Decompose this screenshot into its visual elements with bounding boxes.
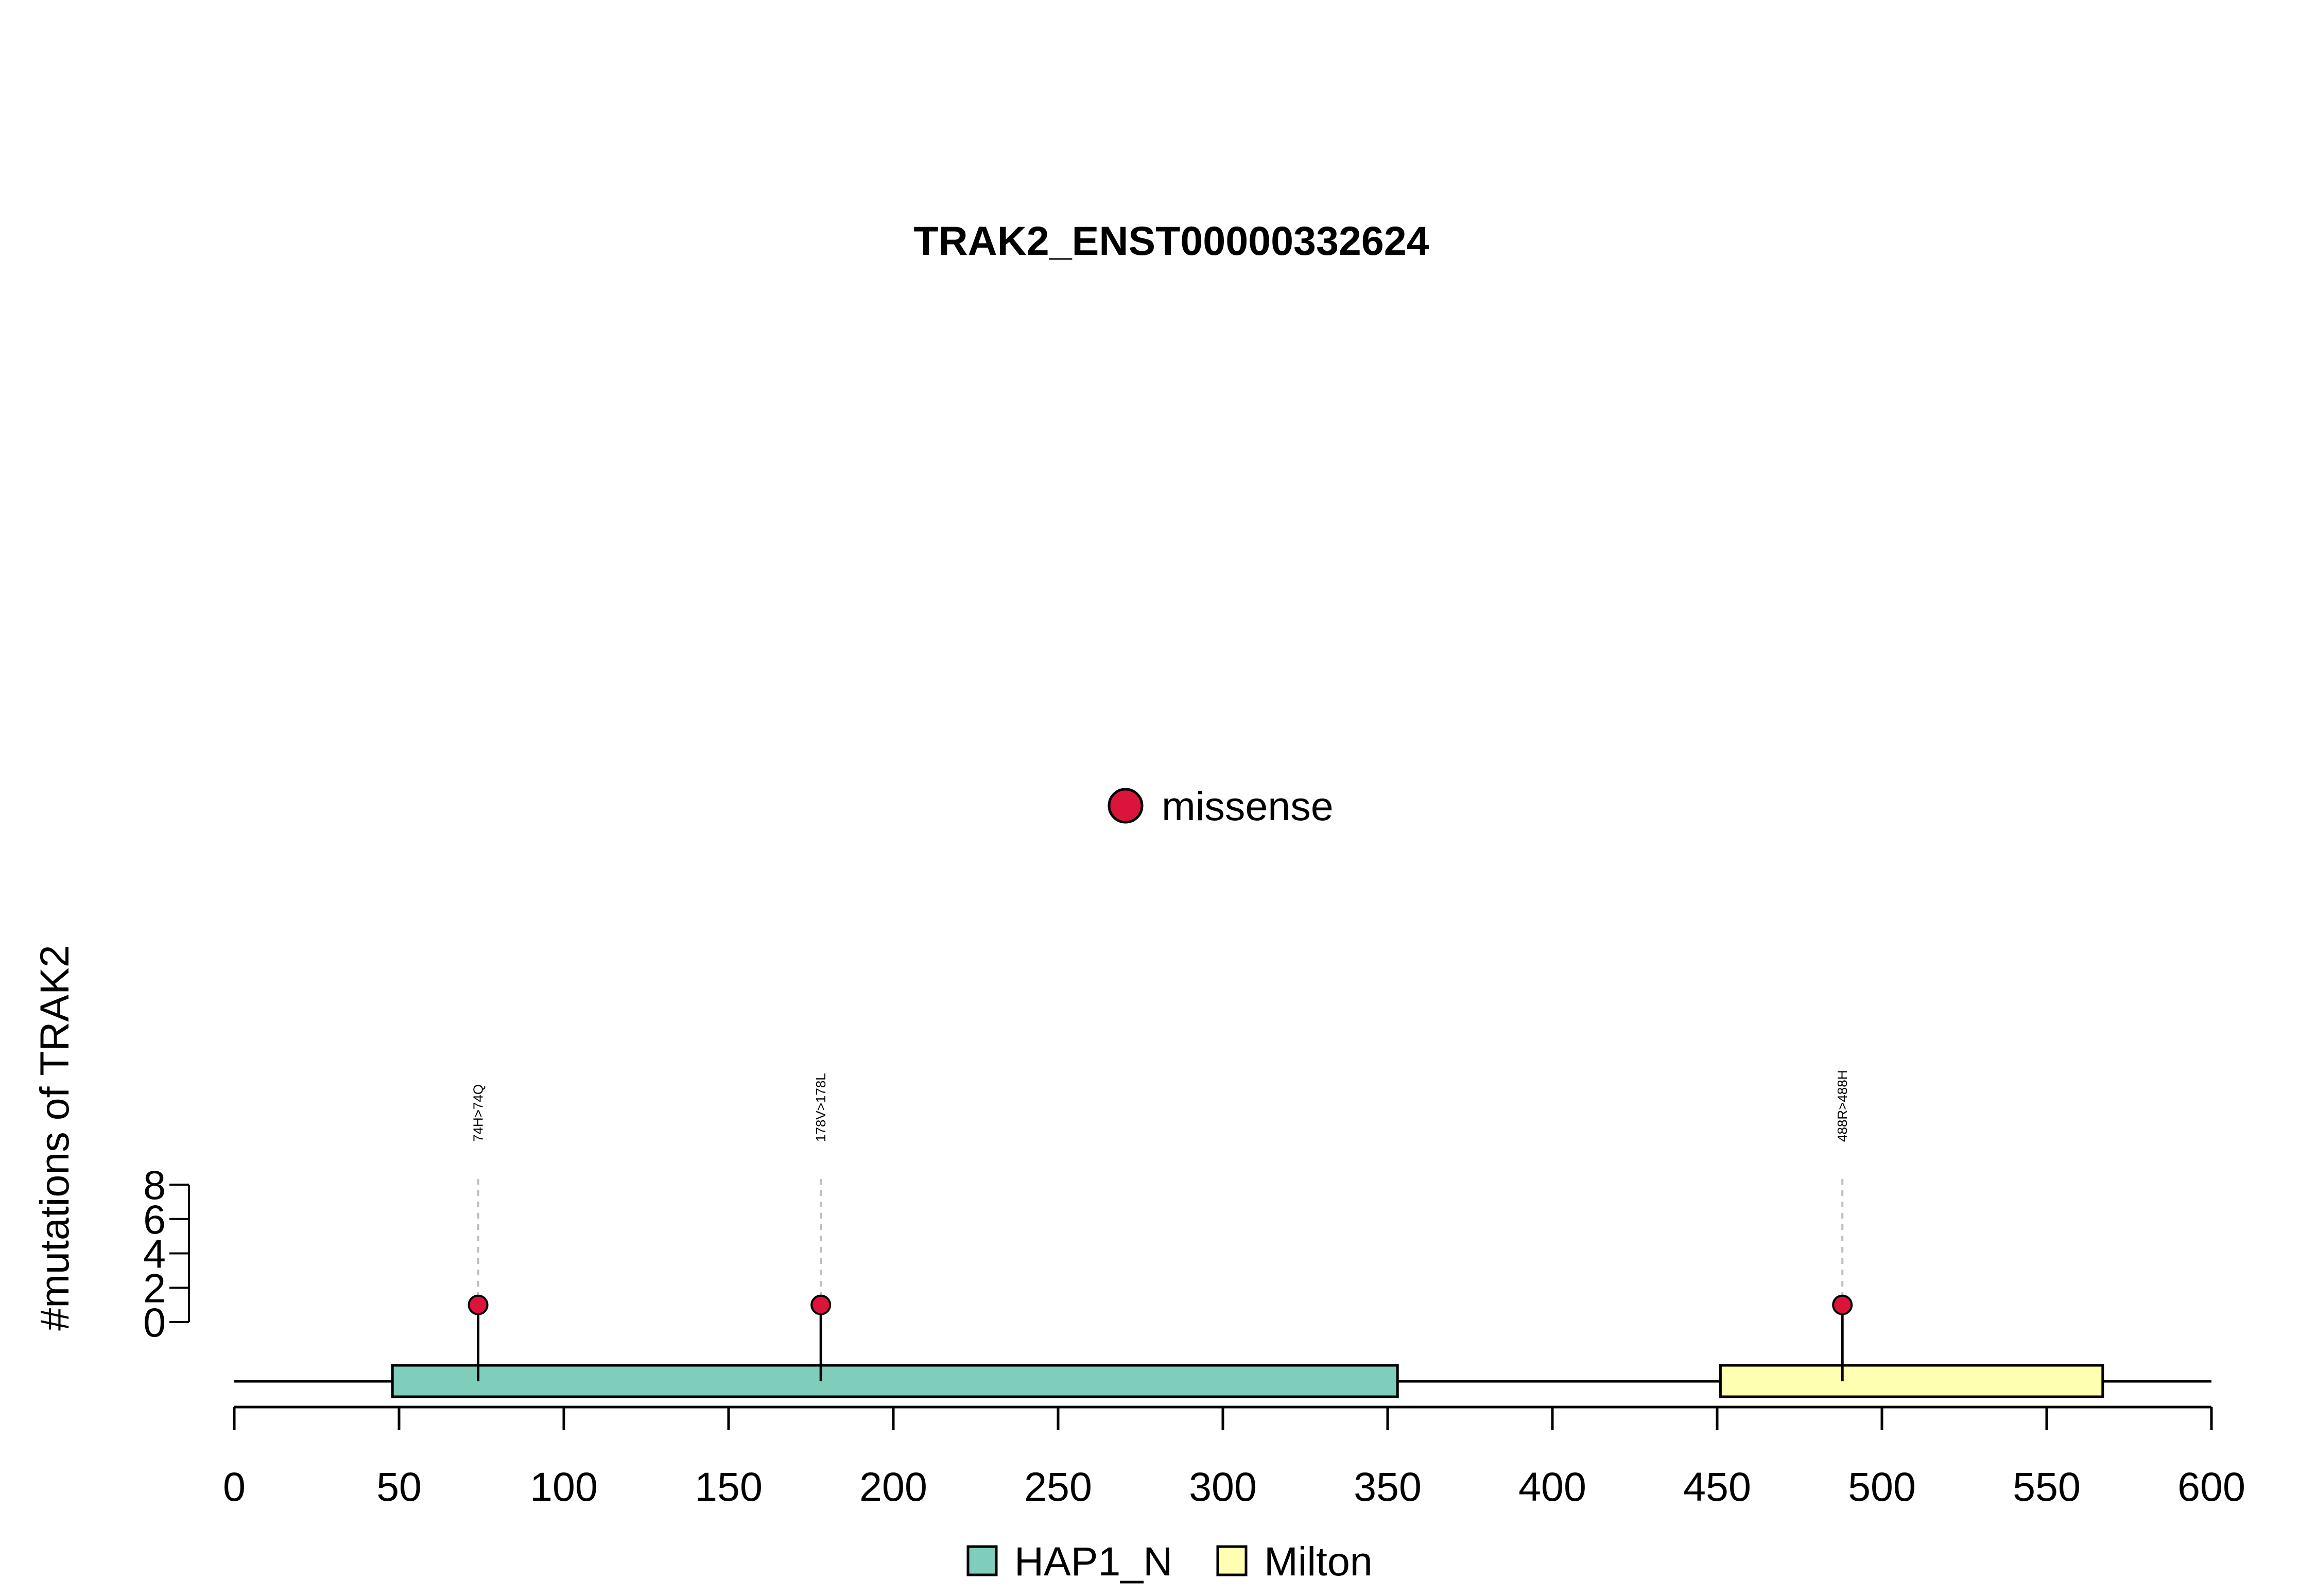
x-tick-label: 450 (1683, 1464, 1751, 1510)
mutation-legend: missense (1108, 783, 1334, 829)
y-tick-label: 6 (143, 1196, 166, 1242)
y-tick-label: 2 (143, 1265, 166, 1311)
domain-milton (1719, 1364, 2104, 1398)
legend-swatch-hap1-n (966, 1545, 998, 1576)
mutation-label: 488R>488H (1835, 1070, 1850, 1142)
chart-title: TRAK2_ENST00000332624 (913, 218, 1429, 264)
x-tick-label: 350 (1354, 1464, 1422, 1510)
legend-label-hap1-n: HAP1_N (1014, 1538, 1172, 1584)
y-tick-label: 0 (143, 1299, 166, 1345)
y-tick-label: 8 (143, 1162, 166, 1208)
mutation-label: 74H>74Q (471, 1084, 486, 1142)
x-axis: 0 50 100 150 200 250 300 350 400 450 500 550 600 (223, 1406, 2245, 1510)
mutation-point (1832, 1294, 1853, 1315)
legend-missense-label: missense (1162, 783, 1334, 829)
mutation-point (810, 1294, 832, 1315)
legend-missense-marker (1108, 788, 1144, 824)
domain-layer (391, 1364, 2104, 1398)
mutation-point (468, 1294, 489, 1315)
domain-legend: HAP1_N Milton (966, 1538, 1373, 1584)
x-tick-label: 500 (1848, 1464, 1916, 1510)
x-tick-label: 400 (1518, 1464, 1586, 1510)
y-tick-label: 4 (143, 1231, 166, 1277)
mutation-label: 178V>178L (813, 1073, 828, 1142)
x-tick-label: 100 (530, 1464, 598, 1510)
domain-hap1-n (391, 1364, 1399, 1398)
lollipop-layer: 74H>74Q 178V>178L 488R>488H (468, 1070, 1853, 1381)
x-tick-label: 0 (223, 1464, 246, 1510)
legend-swatch-milton (1216, 1545, 1248, 1576)
y-axis-label: #mutations of TRAK2 (31, 945, 77, 1330)
legend-label-milton: Milton (1264, 1538, 1373, 1584)
x-tick-label: 50 (376, 1464, 422, 1510)
x-tick-label: 300 (1189, 1464, 1257, 1510)
x-tick-label: 150 (695, 1464, 763, 1510)
x-tick-label: 550 (2013, 1464, 2081, 1510)
x-tick-label: 250 (1024, 1464, 1092, 1510)
x-tick-label: 600 (2177, 1464, 2245, 1510)
x-tick-label: 200 (859, 1464, 927, 1510)
